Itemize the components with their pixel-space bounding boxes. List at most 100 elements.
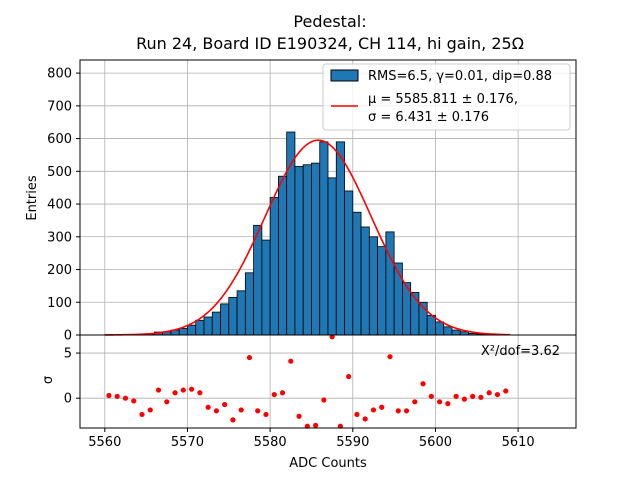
residual-point xyxy=(453,393,459,399)
histogram-bar xyxy=(195,319,205,336)
legend-histogram-swatch xyxy=(330,69,359,82)
top-y-ticks: 0 100 200 300 400 500 600 700 800 xyxy=(47,67,80,344)
residual-point xyxy=(255,408,261,414)
histogram-bar xyxy=(335,141,345,336)
histogram-bar xyxy=(385,231,395,336)
x-ticks: 5560 5570 5580 5590 5600 5610 xyxy=(88,428,535,450)
bottom-y-ticks: 05 xyxy=(64,347,80,407)
x-tick-label: 5580 xyxy=(254,435,287,450)
x-tick-label: 5600 xyxy=(419,435,452,450)
chart-title-line1: Pedestal: xyxy=(293,12,366,31)
histogram-bar xyxy=(178,328,188,336)
residual-point xyxy=(329,334,335,340)
residual-point xyxy=(403,408,410,414)
residual-point xyxy=(238,407,244,413)
residual-point xyxy=(271,391,277,398)
legend-fit-label-line1: μ = 5585.811 ± 0.176, xyxy=(368,92,518,107)
residual-point xyxy=(337,423,343,429)
residual-point xyxy=(420,381,426,387)
legend: RMS=6.5, γ=0.01, dip=0.88 μ = 5585.811 ±… xyxy=(322,63,571,131)
residual-point xyxy=(470,393,476,399)
residual-point xyxy=(164,399,170,405)
top-y-tick-label: 700 xyxy=(47,99,72,114)
residual-point xyxy=(172,390,178,396)
residual-point xyxy=(246,354,253,361)
residual-point xyxy=(189,386,195,392)
legend-box xyxy=(322,63,571,131)
histogram-bar xyxy=(426,314,436,336)
residual-points xyxy=(106,334,509,429)
fit-curve xyxy=(104,139,510,336)
residual-point xyxy=(379,404,385,410)
top-y-tick-label: 200 xyxy=(47,263,72,278)
residual-point xyxy=(362,416,368,422)
histogram-bar xyxy=(451,329,461,336)
residual-point xyxy=(445,401,451,407)
residual-point xyxy=(354,411,360,418)
residual-point xyxy=(478,394,484,400)
chart-title-line2: Run 24, Board ID E190324, CH 114, hi gai… xyxy=(136,34,524,53)
x-tick-label: 5590 xyxy=(336,435,369,450)
top-y-tick-label: 600 xyxy=(47,132,72,147)
residual-point xyxy=(395,408,401,414)
residual-point xyxy=(279,390,286,396)
residual-point xyxy=(230,417,236,423)
bottom-gridlines xyxy=(80,335,576,428)
histogram-bar xyxy=(319,141,329,336)
histogram-bar xyxy=(261,239,271,336)
legend-histogram-label: RMS=6.5, γ=0.01, dip=0.88 xyxy=(368,69,552,84)
x-tick-label: 5570 xyxy=(171,435,204,450)
bottom-y-tick-label: 5 xyxy=(64,347,72,362)
histogram-bar xyxy=(327,177,337,336)
top-y-tick-label: 0 xyxy=(64,329,72,344)
residual-point xyxy=(131,398,137,404)
legend-fit-label-line2: σ = 6.431 ± 0.176 xyxy=(368,110,489,125)
histogram-bar xyxy=(377,246,387,336)
histogram-bar xyxy=(220,303,230,336)
histogram-bar xyxy=(253,224,263,336)
residual-point xyxy=(494,391,501,398)
x-tick-label: 5560 xyxy=(88,435,121,450)
residual-point xyxy=(114,393,120,399)
histogram-bar xyxy=(269,197,279,336)
histogram-bar xyxy=(187,324,197,336)
top-y-tick-label: 100 xyxy=(47,296,72,311)
top-y-tick-label: 400 xyxy=(47,198,72,213)
histogram-bar xyxy=(277,175,288,336)
gaussian-fit-line xyxy=(104,139,510,336)
histogram-bar xyxy=(302,164,312,336)
histogram-bar xyxy=(443,326,453,336)
residual-point xyxy=(296,413,302,419)
residual-point xyxy=(486,390,492,396)
axes-frames xyxy=(79,59,577,429)
residual-point xyxy=(304,423,310,429)
histogram-bar xyxy=(203,316,213,336)
histogram-bar xyxy=(286,131,296,336)
residual-point xyxy=(147,407,153,413)
residual-point xyxy=(503,388,509,394)
histogram-bar xyxy=(352,211,362,336)
residual-point xyxy=(288,358,294,364)
residual-point xyxy=(197,390,203,396)
residual-point xyxy=(180,387,186,393)
histogram-bar xyxy=(360,226,370,336)
top-y-tick-label: 300 xyxy=(47,230,72,245)
bottom-y-tick-label: 0 xyxy=(64,392,72,407)
x-tick-label: 5610 xyxy=(502,435,535,450)
histogram-bar xyxy=(236,290,246,336)
residual-point xyxy=(321,397,327,403)
residual-point xyxy=(139,411,145,418)
residual-point xyxy=(370,407,377,413)
y-axis-label-entries: Entries xyxy=(25,175,40,221)
x-axis-label: ADC Counts xyxy=(289,456,367,471)
top-y-tick-label: 500 xyxy=(47,165,72,180)
histogram-bar xyxy=(435,321,445,336)
histogram-bar xyxy=(244,272,254,336)
residual-point xyxy=(213,408,219,414)
top-y-tick-label: 800 xyxy=(47,67,72,82)
residual-point xyxy=(106,392,112,399)
residual-point xyxy=(205,404,211,410)
histogram-bar xyxy=(294,165,304,336)
histogram-bar xyxy=(368,236,379,336)
